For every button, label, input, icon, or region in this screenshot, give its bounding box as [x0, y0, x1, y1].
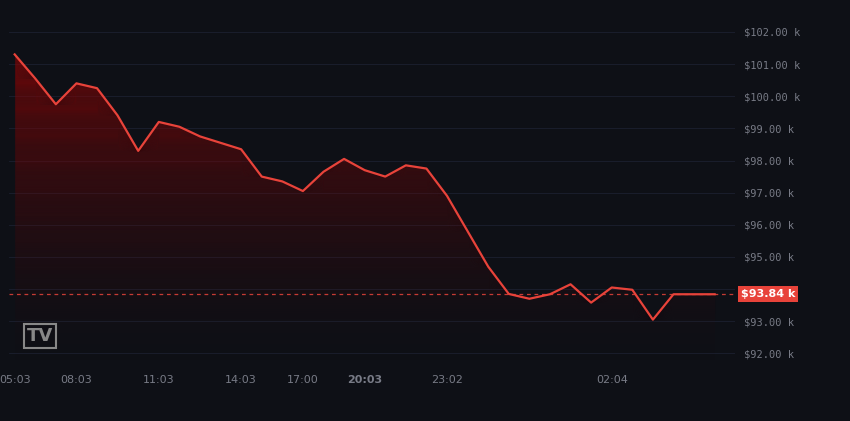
Text: TV: TV: [26, 327, 53, 345]
Text: $93.84 k: $93.84 k: [741, 289, 796, 299]
